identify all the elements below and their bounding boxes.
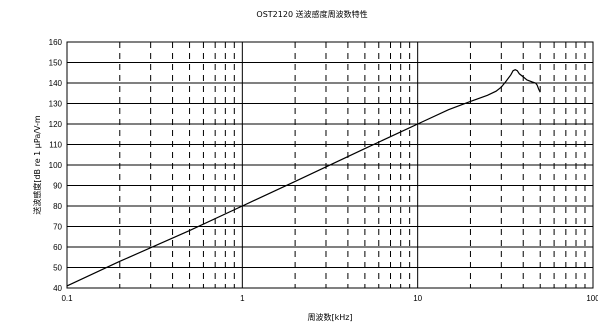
y-tick-label: 60 <box>53 243 62 252</box>
series-layer <box>66 69 541 287</box>
y-tick-label: 110 <box>49 141 62 150</box>
x-tick-label: 1 <box>240 294 245 303</box>
y-tick-label: 140 <box>49 79 63 88</box>
series-line <box>66 69 541 287</box>
y-tick-labels: 40 50 60 70 80 90 100 110 120 130 140 150 160 <box>49 38 63 293</box>
y-tick-label: 90 <box>53 182 62 191</box>
y-tick-label: 70 <box>53 223 62 232</box>
y-axis-title: 送波感度[dB re 1 μPa/V-m <box>32 115 42 214</box>
plot-frame <box>66 41 594 289</box>
x-tick-label: 100 <box>586 294 598 303</box>
y-tick-label: 40 <box>53 284 62 293</box>
x-axis-title: 周波数[kHz] <box>307 312 352 322</box>
x-tick-label: 10 <box>413 294 422 303</box>
y-tick-label: 50 <box>53 264 62 273</box>
y-tick-label: 120 <box>49 120 63 129</box>
y-tick-label: 150 <box>49 59 63 68</box>
y-tick-label: 160 <box>49 38 63 47</box>
x-tick-label: 0.1 <box>61 294 73 303</box>
y-tick-label: 100 <box>49 161 63 170</box>
chart-title: OST2120 送波感度周波数特性 <box>256 9 367 19</box>
y-tick-label: 80 <box>53 202 62 211</box>
y-tick-label: 130 <box>49 100 63 109</box>
x-tick-labels: 0.1 1 10 100 <box>61 294 598 303</box>
